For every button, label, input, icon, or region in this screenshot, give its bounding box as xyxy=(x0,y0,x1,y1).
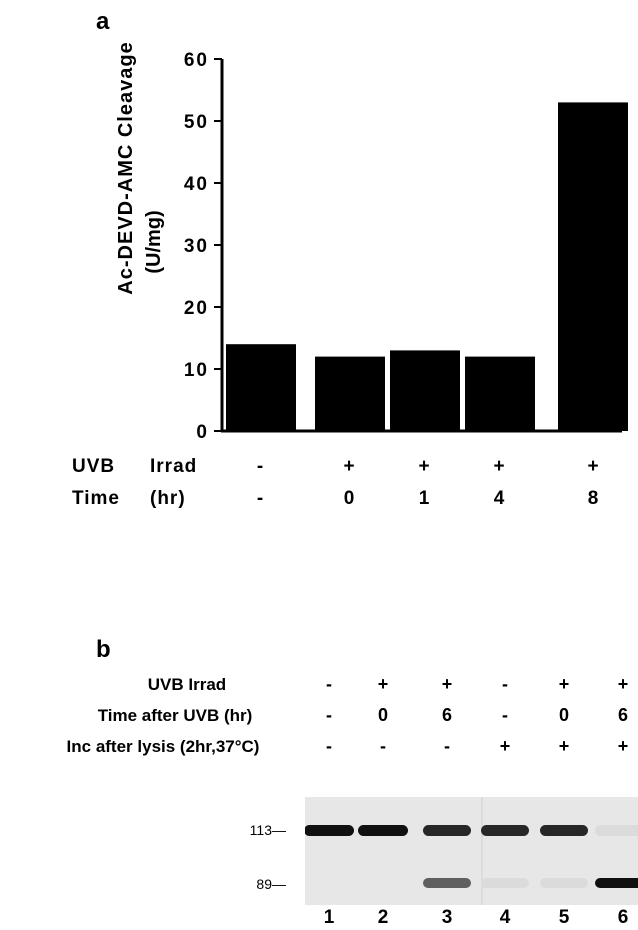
row-value: 6 xyxy=(441,705,452,725)
row-value: - xyxy=(326,705,332,725)
bar xyxy=(315,356,385,431)
lane-number: 5 xyxy=(558,907,570,928)
y-ticks: 0 10 20 30 40 50 60 xyxy=(184,50,222,440)
row-value: + xyxy=(558,674,570,694)
y-tick-label: 50 xyxy=(184,112,209,133)
row-value: - xyxy=(380,736,386,756)
row-value: + xyxy=(441,674,453,694)
time-value: 8 xyxy=(587,488,599,509)
band-89 xyxy=(481,878,529,888)
bar xyxy=(390,350,460,431)
row-value: - xyxy=(326,736,332,756)
y-tick-label: 30 xyxy=(184,236,209,257)
blot-bands xyxy=(305,797,638,905)
bar-chart: Ac-DEVD-AMC Cleavage (U/mg) 0 10 20 30 40 50 6… xyxy=(115,41,628,440)
row-value: 6 xyxy=(617,705,628,725)
row-value: - xyxy=(326,674,332,694)
uvb-value: + xyxy=(343,456,355,477)
band-113 xyxy=(481,825,529,836)
uvb-label-1: UVB xyxy=(72,456,116,477)
row-label-time: Time after UVB (hr) xyxy=(97,706,253,725)
band-113 xyxy=(358,825,408,836)
row-value: + xyxy=(617,674,629,694)
y-tick-label: 10 xyxy=(184,360,209,381)
row-value: + xyxy=(558,736,570,756)
lane-number: 2 xyxy=(377,907,389,928)
time-label-2: (hr) xyxy=(150,488,186,509)
band-89 xyxy=(423,878,471,888)
band-113 xyxy=(540,825,588,836)
time-value: 1 xyxy=(418,488,430,509)
uvb-value: + xyxy=(587,456,599,477)
row-value: + xyxy=(617,736,629,756)
panel-a-letter: a xyxy=(96,8,110,35)
time-value: 4 xyxy=(493,488,505,509)
bars xyxy=(226,102,628,432)
y-tick-label: 60 xyxy=(184,50,209,71)
time-label-1: Time xyxy=(72,488,121,509)
row-value: 0 xyxy=(558,705,569,725)
bar xyxy=(558,102,628,432)
lane-number: 6 xyxy=(617,907,629,928)
bar xyxy=(226,344,296,431)
uvb-value: - xyxy=(256,456,264,477)
lane-number: 4 xyxy=(499,907,511,928)
panel-b-letter: b xyxy=(96,636,111,663)
band-113 xyxy=(595,825,638,836)
marker-label-89: 89— xyxy=(256,876,286,892)
y-tick-label: 40 xyxy=(184,174,209,195)
row-value: - xyxy=(444,736,450,756)
row-value: 0 xyxy=(377,705,388,725)
row-label-uvb: UVB Irrad xyxy=(147,675,227,694)
marker-label-113: 113— xyxy=(249,822,286,838)
y-axis-label-group: Ac-DEVD-AMC Cleavage (U/mg) xyxy=(115,41,165,294)
band-89 xyxy=(595,878,638,888)
uvb-value: + xyxy=(418,456,430,477)
y-axis-label: Ac-DEVD-AMC Cleavage xyxy=(115,41,137,294)
y-tick-label: 0 xyxy=(196,422,209,440)
band-113 xyxy=(423,825,471,836)
y-axis-unit: (U/mg) xyxy=(143,210,165,273)
uvb-value: + xyxy=(493,456,505,477)
time-value: 0 xyxy=(343,488,355,509)
band-113 xyxy=(305,825,354,836)
row-label-inc: Inc after lysis (2hr,37°C) xyxy=(66,737,260,756)
y-tick-label: 20 xyxy=(184,298,209,319)
time-value: - xyxy=(256,488,264,509)
row-value: + xyxy=(499,736,511,756)
bar xyxy=(465,356,535,431)
lane-number: 1 xyxy=(323,907,335,928)
band-89 xyxy=(540,878,588,888)
uvb-label-2: Irrad xyxy=(150,456,198,477)
row-value: - xyxy=(502,705,508,725)
lane-number: 3 xyxy=(441,907,453,928)
row-value: + xyxy=(377,674,389,694)
row-value: - xyxy=(502,674,508,694)
